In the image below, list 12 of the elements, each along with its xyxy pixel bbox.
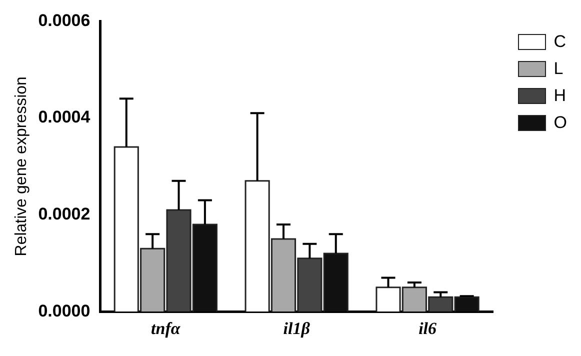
legend-label: H — [554, 86, 566, 106]
legend-label: O — [554, 112, 567, 132]
y-tick-label: 0.0002 — [38, 204, 90, 224]
legend-label: L — [554, 58, 564, 78]
text: C — [554, 32, 566, 52]
y-axis-title: Relative gene expression — [13, 76, 30, 256]
x-tick-label: tnfα — [151, 319, 181, 338]
x-tick-label: il1β — [283, 319, 310, 338]
y-tick-label: 0.0006 — [38, 10, 90, 30]
x-tick-label: il6 — [418, 319, 437, 338]
y-tick-label: 0.0000 — [38, 301, 90, 320]
y-tick-label: 0.0004 — [38, 108, 91, 127]
